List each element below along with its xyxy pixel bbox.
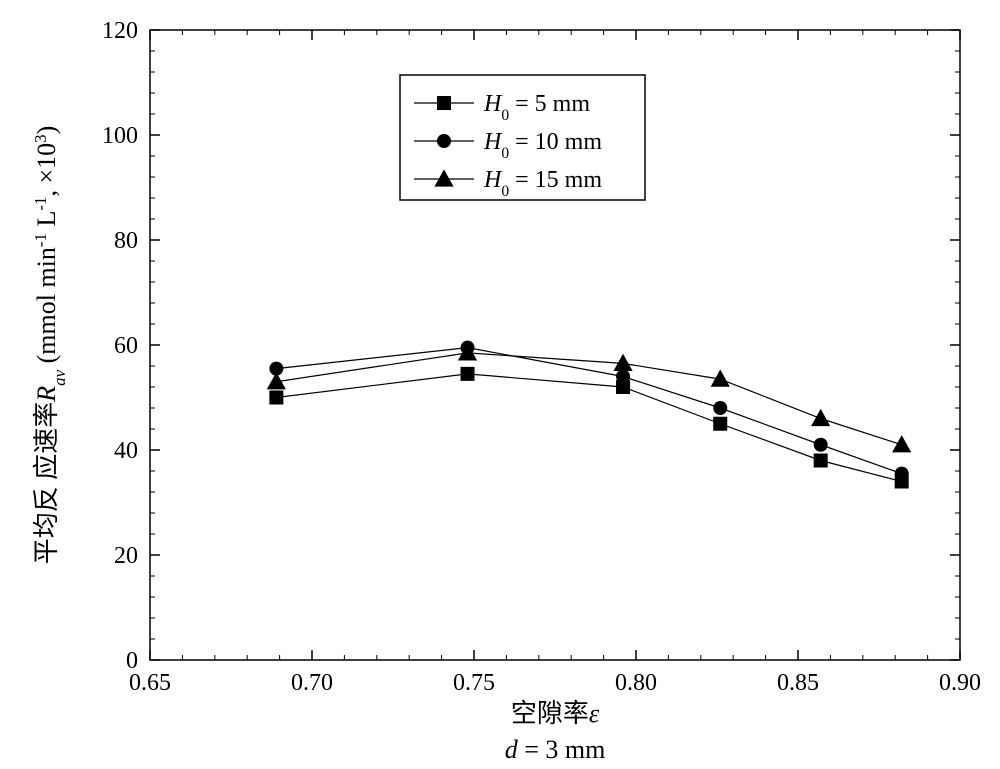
y-tick-label: 100: [102, 123, 138, 149]
y-tick-label: 0: [126, 648, 138, 674]
y-tick-label: 60: [114, 333, 138, 359]
y-axis-title: 平均反 应速率Rav (mmol min-1 L-1, ×103): [31, 126, 69, 565]
chart-svg: 0.650.700.750.800.850.90020406080100120空…: [0, 0, 1000, 769]
x-tick-label: 0.70: [291, 670, 333, 696]
series-H0_5mm: [269, 367, 908, 489]
y-tick-label: 40: [114, 438, 138, 464]
y-tick-label: 80: [114, 228, 138, 254]
legend-label: H0 = 10 mm: [483, 129, 602, 162]
y-tick-label: 120: [102, 18, 138, 44]
legend-label: H0 = 15 mm: [483, 167, 602, 200]
x-axis-title: 空隙率ε: [511, 699, 600, 728]
svg-text:平均反 应速率Rav (mmol min-1 L-1, ×: 平均反 应速率Rav (mmol min-1 L-1, ×103): [31, 126, 69, 565]
chart-container: 0.650.700.750.800.850.90020406080100120空…: [0, 0, 1000, 769]
chart-subtitle: d = 3 mm: [505, 735, 606, 764]
x-tick-label: 0.90: [939, 670, 981, 696]
legend: H0 = 5 mm H0 = 10 mm H0 = 15 mm: [400, 75, 645, 200]
x-tick-label: 0.85: [777, 670, 819, 696]
x-tick-label: 0.75: [453, 670, 495, 696]
x-tick-label: 0.80: [615, 670, 657, 696]
y-tick-label: 20: [114, 543, 138, 569]
legend-label: H0 = 5 mm: [483, 91, 590, 124]
